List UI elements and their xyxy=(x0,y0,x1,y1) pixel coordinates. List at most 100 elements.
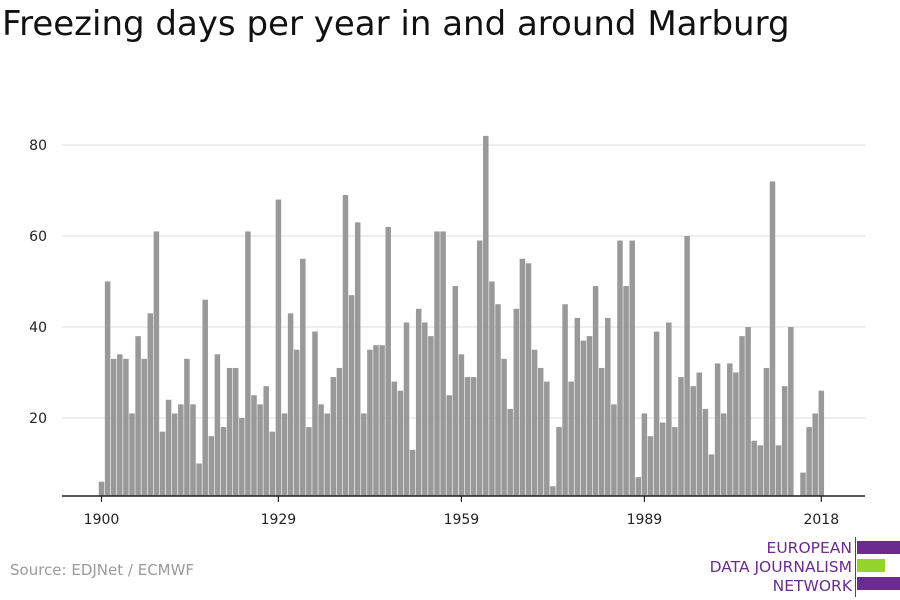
bar-1919 xyxy=(214,354,221,496)
logo-text-line-2: DATA JOURNALISM xyxy=(709,558,852,576)
bar-1971 xyxy=(531,349,538,496)
bar-1929 xyxy=(275,199,282,496)
bar-1904 xyxy=(123,358,129,496)
bar-1960 xyxy=(464,377,471,496)
bar-1902 xyxy=(110,358,117,496)
bar-1976 xyxy=(562,304,568,496)
logo-text-line-3: NETWORK xyxy=(772,577,852,595)
x-axis-ticks: 1900 1929 1959 1989 2018 xyxy=(84,496,839,528)
bar-1947 xyxy=(385,226,391,496)
bar-1924 xyxy=(245,231,251,496)
bar-1906 xyxy=(135,336,141,496)
bar-1977 xyxy=(568,381,574,496)
bar-2016 xyxy=(806,427,812,496)
logo-bar-green xyxy=(857,559,885,572)
bar-1944 xyxy=(367,349,373,496)
bar-chart: 20 40 60 80 1900 1929 1959 1989 2018 xyxy=(29,135,865,528)
bar-1911 xyxy=(165,399,172,496)
bar-1958 xyxy=(452,286,459,496)
y-tick-label: 40 xyxy=(29,320,47,336)
bar-1916 xyxy=(196,463,202,496)
bars xyxy=(98,135,825,497)
bar-2015 xyxy=(800,472,806,496)
bar-1984 xyxy=(611,404,617,496)
bar-1927 xyxy=(263,386,269,496)
bar-1907 xyxy=(141,358,147,496)
bar-1948 xyxy=(391,381,398,496)
bar-1940 xyxy=(342,195,349,497)
bar-1910 xyxy=(159,431,166,496)
bar-2017 xyxy=(812,413,818,496)
bar-1951 xyxy=(409,449,416,496)
bar-1956 xyxy=(440,231,446,496)
bar-1933 xyxy=(300,258,306,496)
bar-1939 xyxy=(336,367,343,496)
bar-1982 xyxy=(598,367,605,496)
bar-1938 xyxy=(330,377,337,496)
bar-1968 xyxy=(513,308,520,496)
bar-1983 xyxy=(605,317,611,496)
bar-1901 xyxy=(104,281,111,496)
bar-1941 xyxy=(348,295,355,496)
logo-bar-purple-top xyxy=(857,541,900,554)
bar-1914 xyxy=(184,358,190,496)
bar-1931 xyxy=(287,313,294,496)
bar-1992 xyxy=(659,422,666,496)
bar-1959 xyxy=(458,354,465,496)
edjnet-logo: EUROPEAN DATA JOURNALISM NETWORK xyxy=(660,537,900,597)
bar-1909 xyxy=(153,231,160,496)
bar-1962 xyxy=(476,240,483,496)
bar-1936 xyxy=(318,404,324,496)
bar-1975 xyxy=(556,427,562,496)
y-tick-label: 60 xyxy=(29,229,47,245)
bar-1965 xyxy=(495,304,501,496)
bar-2004 xyxy=(733,372,739,496)
x-tick-label: 1959 xyxy=(444,512,480,528)
bar-2013 xyxy=(788,327,794,496)
bar-2001 xyxy=(714,363,721,496)
bar-2002 xyxy=(720,413,727,496)
y-tick-label: 80 xyxy=(29,138,47,154)
bar-1963 xyxy=(483,135,489,496)
bar-1955 xyxy=(434,231,440,496)
bar-1915 xyxy=(190,404,196,496)
bar-2008 xyxy=(757,445,764,496)
bar-1987 xyxy=(629,240,635,496)
bar-1972 xyxy=(537,367,544,496)
bar-1988 xyxy=(635,477,642,496)
bar-1995 xyxy=(678,377,684,496)
bar-1917 xyxy=(202,299,208,496)
bar-1998 xyxy=(696,372,703,496)
bar-1990 xyxy=(647,436,654,496)
bar-1980 xyxy=(586,336,593,496)
bar-1905 xyxy=(129,413,135,496)
bar-1928 xyxy=(269,431,276,496)
bar-1942 xyxy=(354,222,361,496)
x-tick-label: 1900 xyxy=(84,512,120,528)
bar-1986 xyxy=(623,286,629,496)
bar-1961 xyxy=(470,377,477,496)
bar-1900 xyxy=(98,481,105,496)
bar-2005 xyxy=(739,336,745,496)
bar-1945 xyxy=(373,345,379,496)
bar-1922 xyxy=(232,367,239,496)
logo-separator xyxy=(855,537,856,597)
bar-2000 xyxy=(708,454,715,496)
bar-1926 xyxy=(257,404,263,496)
bar-1991 xyxy=(653,331,660,496)
bar-1997 xyxy=(690,386,696,496)
bar-1950 xyxy=(403,322,410,496)
bar-1979 xyxy=(580,340,587,496)
bar-1921 xyxy=(226,367,233,496)
bar-1999 xyxy=(702,408,709,496)
bar-1993 xyxy=(666,322,672,496)
bar-1903 xyxy=(117,354,123,496)
bar-1952 xyxy=(415,308,422,496)
bar-1969 xyxy=(519,258,526,496)
bar-2012 xyxy=(781,386,788,496)
logo-bar-purple-bottom xyxy=(857,577,900,590)
x-tick-label: 1929 xyxy=(261,512,297,528)
bar-1967 xyxy=(507,408,513,496)
source-note: Source: EDJNet / ECMWF xyxy=(10,561,195,579)
x-tick-label: 2018 xyxy=(803,512,839,528)
